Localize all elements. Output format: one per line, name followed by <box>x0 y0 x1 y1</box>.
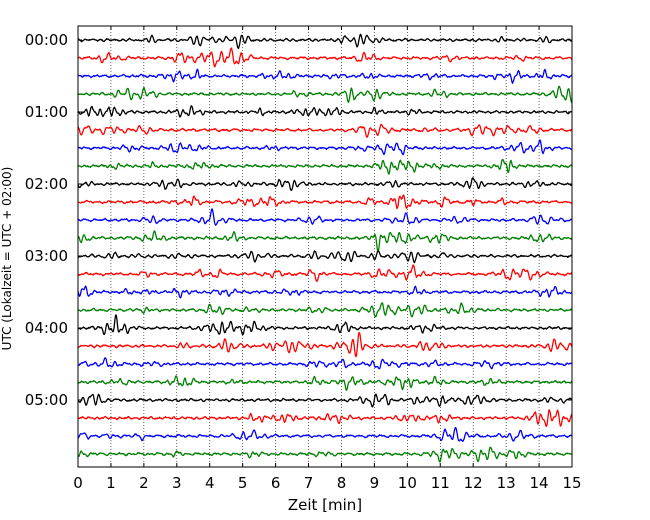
x-tick-label: 1 <box>106 474 116 492</box>
x-tick-label: 3 <box>172 474 182 492</box>
y-axis-label: UTC (Lokalzeit = UTC + 02:00) <box>0 167 14 351</box>
x-tick-label: 9 <box>370 474 380 492</box>
trace-line-0000 <box>77 33 573 50</box>
trace-line-0030 <box>77 68 573 84</box>
x-tick-label: 5 <box>238 474 248 492</box>
x-tick-label: 14 <box>530 474 549 492</box>
trace-line-0300 <box>77 250 573 264</box>
trace-line-0230 <box>77 208 573 226</box>
trace-line-0145 <box>77 158 573 175</box>
x-tick-label: 2 <box>139 474 149 492</box>
x-ticks: 0 1 2 3 4 5 6 7 8 9 10 11 12 13 14 15 <box>73 26 582 492</box>
trace-line-0515 <box>77 409 573 427</box>
x-tick-label: 8 <box>337 474 347 492</box>
x-tick-label: 10 <box>398 474 417 492</box>
trace-line-0315 <box>77 264 573 282</box>
trace-line-0330 <box>77 285 573 299</box>
x-tick-label: 11 <box>431 474 450 492</box>
y-tick-label: 00:00 <box>25 31 68 49</box>
trace-line-0015 <box>77 47 573 68</box>
x-tick-label: 4 <box>205 474 215 492</box>
trace-line-0445 <box>77 375 573 391</box>
trace-line-0115 <box>77 123 573 138</box>
x-tick-label: 0 <box>73 474 83 492</box>
trace-line-0500 <box>77 393 573 408</box>
y-ticks: 00:00 01:00 02:00 03:00 04:00 05:00 <box>25 31 572 409</box>
y-tick-label: 05:00 <box>25 391 68 409</box>
x-tick-label: 7 <box>304 474 314 492</box>
trace-line-0215 <box>77 194 573 210</box>
y-tick-label: 02:00 <box>25 175 68 193</box>
trace-line-0545 <box>77 446 573 463</box>
x-tick-label: 15 <box>562 474 581 492</box>
x-tick-label: 13 <box>497 474 516 492</box>
grid-lines <box>110 26 540 467</box>
trace-line-0400 <box>77 314 573 336</box>
x-axis-label: Zeit [min] <box>288 496 362 514</box>
y-tick-label: 03:00 <box>25 247 68 265</box>
trace-line-0245 <box>77 230 573 253</box>
trace-line-0045 <box>77 85 573 104</box>
trace-lines <box>77 33 573 463</box>
trace-line-0100 <box>77 105 573 118</box>
trace-line-0530 <box>77 426 573 442</box>
x-tick-label: 12 <box>464 474 483 492</box>
trace-line-0345 <box>77 302 573 318</box>
trace-line-0430 <box>77 357 573 370</box>
trace-line-0130 <box>77 139 573 156</box>
plot-frame <box>77 25 573 468</box>
y-tick-label: 01:00 <box>25 103 68 121</box>
y-tick-label: 04:00 <box>25 319 68 337</box>
trace-line-0415 <box>77 331 573 358</box>
trace-line-0200 <box>77 177 573 191</box>
x-tick-label: 6 <box>271 474 281 492</box>
